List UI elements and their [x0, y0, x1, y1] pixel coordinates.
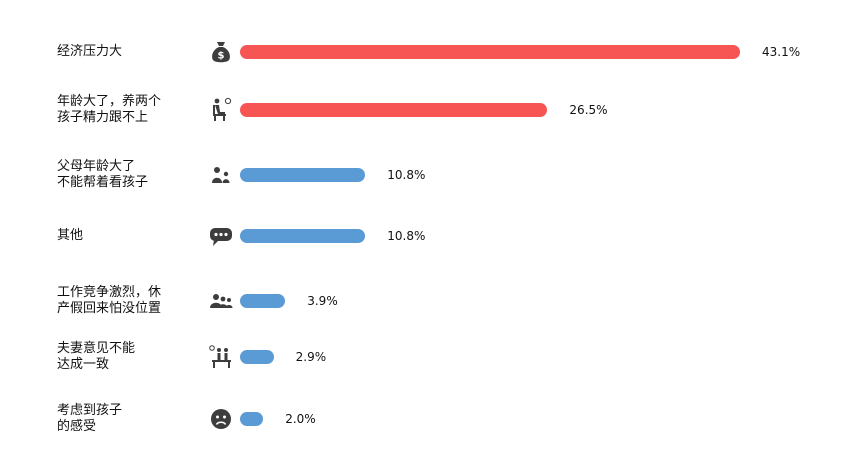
category-label: 工作竞争激烈，休 产假回来怕没位置 [57, 285, 161, 317]
category-label: 年龄大了，养两个 孩子精力跟不上 [57, 94, 161, 126]
bar [240, 350, 274, 364]
category-label-line: 其他 [57, 228, 84, 243]
elderly-person-icon [208, 97, 234, 123]
value-label: 3.9% [307, 294, 338, 308]
category-label-line: 父母年龄大了 [57, 159, 136, 174]
category-label: 其他 [57, 228, 83, 244]
category-label-line: 的感受 [57, 419, 97, 434]
category-label-line: 年龄大了，养两个 [57, 94, 162, 109]
category-label-line: 孩子精力跟不上 [57, 110, 149, 125]
bar [240, 294, 286, 308]
value-label: 2.0% [285, 412, 316, 426]
money-bag-icon: $ [208, 39, 234, 65]
category-label-line: 不能帮着看孩子 [57, 175, 149, 190]
office-workers-icon [208, 288, 234, 314]
bar [240, 229, 366, 243]
couple-icon [208, 344, 234, 370]
value-label: 2.9% [295, 350, 327, 364]
bar [240, 45, 740, 59]
parent-child-icon [208, 162, 234, 188]
bar [240, 168, 366, 182]
category-label-line: 工作竞争激烈，休 [57, 285, 162, 300]
bar [240, 103, 548, 117]
category-label-line: 夫妻意见不能 [57, 341, 136, 356]
bar [240, 412, 264, 426]
svg-text:$: $ [218, 51, 225, 62]
category-label: 夫妻意见不能 达成一致 [57, 341, 135, 373]
speech-bubble-icon [208, 223, 234, 249]
value-label: 10.8% [387, 168, 426, 182]
category-label-line: 考虑到孩子 [57, 403, 123, 418]
value-label: 43.1% [762, 45, 801, 59]
value-label: 10.8% [387, 229, 426, 243]
category-label-line: 经济压力大 [57, 44, 123, 59]
category-label: 父母年龄大了 不能帮着看孩子 [57, 159, 148, 191]
category-label: 经济压力大 [57, 44, 122, 60]
value-label: 26.5% [569, 103, 608, 117]
category-label-line: 达成一致 [57, 357, 110, 372]
category-label: 考虑到孩子 的感受 [57, 403, 122, 435]
category-label-line: 产假回来怕没位置 [57, 301, 162, 316]
sad-face-icon [208, 406, 234, 432]
